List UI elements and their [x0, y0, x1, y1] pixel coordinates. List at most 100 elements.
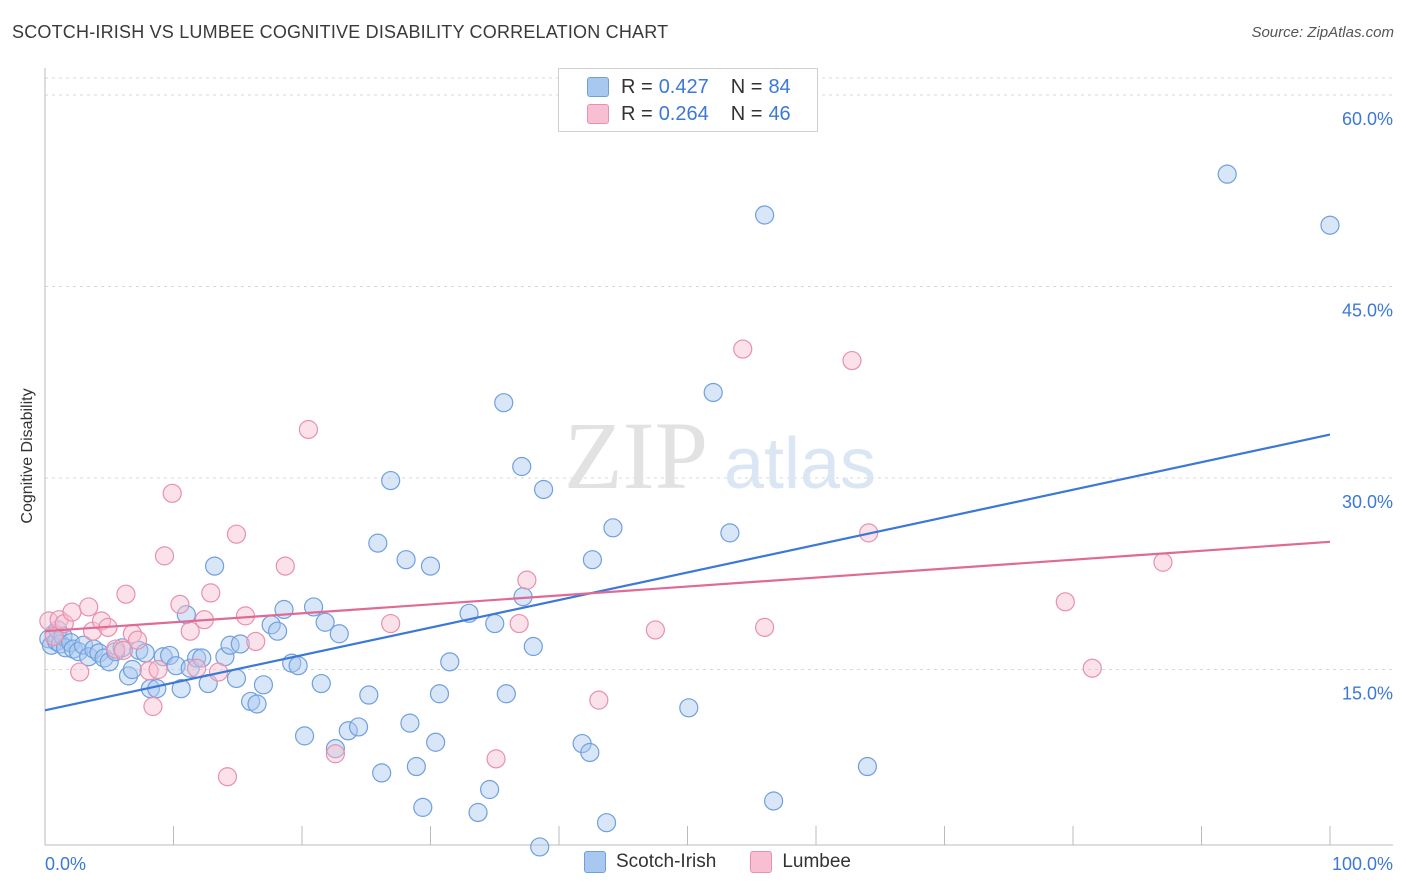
lumbee-point [226, 524, 247, 544]
trend-lines [44, 433, 1331, 712]
scotch-irish-point [226, 668, 247, 689]
stats-legend: R = 0.427 N = 84 R = 0.264 N = 46 [558, 68, 818, 132]
scotch-irish-point [73, 635, 94, 655]
scotch-irish-point [440, 652, 460, 672]
lumbee-point [1082, 658, 1102, 678]
scotch-irish-point [315, 612, 335, 632]
lumbee-point [148, 659, 168, 680]
lumbee-point [733, 339, 753, 359]
scotch-irish-point [400, 713, 420, 733]
scotch-irish-point [857, 756, 878, 777]
lumbee-point [509, 613, 529, 634]
scotch-irish-point [192, 648, 212, 668]
scotch-irish-point [1217, 164, 1237, 184]
y-tick-label: 15.0% [1342, 684, 1393, 704]
scotch-irish-point [325, 739, 346, 759]
series-legend: Scotch-Irish Lumbee [584, 851, 885, 873]
lumbee-point [54, 613, 74, 634]
lumbee-point [106, 639, 126, 659]
scotch-irish-point [63, 639, 83, 659]
scotch-irish-point [703, 382, 723, 403]
y-tick-label: 45.0% [1342, 301, 1393, 321]
lumbee-point [154, 546, 175, 566]
lumbee-point [298, 419, 319, 440]
legend-label-lumbee: Lumbee [782, 851, 851, 872]
watermark-zip: ZIP [564, 402, 708, 509]
grid-lines [45, 77, 1393, 670]
scotch-irish-point [187, 648, 207, 668]
scotch-irish-point [50, 634, 71, 654]
scotch-irish-point [220, 635, 240, 655]
y-tick-label: 60.0% [1342, 109, 1393, 129]
scotch-irish-point [122, 659, 142, 680]
lumbee-point [589, 690, 609, 710]
legend-item-scotch-irish: Scotch-Irish [584, 851, 716, 873]
scotch-irish-point [413, 797, 433, 817]
scotch-irish-point [381, 470, 401, 491]
scotch-irish-point [1320, 215, 1340, 235]
axes [44, 68, 1393, 846]
scotch-irish-point [205, 556, 225, 576]
legend-label-scotch-irish: Scotch-Irish [616, 851, 717, 872]
scotch-irish-point [338, 721, 358, 741]
scotch-irish-point [68, 642, 89, 662]
chart-title: SCOTCH-IRISH VS LUMBEE COGNITIVE DISABIL… [12, 22, 669, 42]
y-axis-label: Cognitive Disability [19, 388, 36, 524]
scotch-irish-point [426, 732, 446, 752]
legend-swatch-lumbee [587, 104, 609, 124]
lumbee-point [70, 662, 90, 682]
x-tick-label: 100.0% [1332, 854, 1393, 874]
scotch-irish-point [523, 636, 543, 657]
legend-r-value: 0.427 [658, 75, 709, 98]
scotch-irish-point [166, 656, 186, 676]
scotch-irish-point [754, 205, 775, 225]
lumbee-point [325, 744, 346, 764]
scotch-irish-point [720, 523, 740, 543]
scotch-irish-point [247, 694, 267, 714]
legend-item-lumbee: Lumbee [750, 851, 851, 873]
lumbee-point [517, 570, 537, 590]
scotch-irish-point [496, 684, 516, 704]
scotch-irish-point [329, 624, 349, 644]
legend-n-label: N = [730, 75, 763, 98]
legend-r-label: R = [621, 102, 653, 125]
lumbee-point [1153, 552, 1173, 572]
legend-swatch-scotch-irish [587, 77, 609, 97]
lumbee-point [217, 767, 238, 787]
lumbee-point [201, 583, 221, 603]
scotch-irish-point [512, 456, 532, 477]
lumbee-trend-line [44, 540, 1331, 633]
scotch-irish-point [368, 533, 388, 553]
lumbee-point [187, 658, 207, 678]
lumbee-point [62, 602, 82, 622]
lumbee-point [113, 640, 133, 660]
scotch-irish-point [372, 763, 392, 783]
scotch-irish-point [396, 550, 416, 570]
data-points [39, 164, 1340, 857]
scotch-irish-point [230, 634, 250, 654]
legend-row-lumbee: R = 0.264 N = 46 [587, 102, 791, 126]
lumbee-point [842, 350, 862, 371]
scotch-irish-point [494, 393, 514, 413]
legend-n-value: 46 [768, 102, 791, 125]
watermark-atlas: atlas [724, 424, 876, 504]
x-tick-label: 0.0% [45, 854, 86, 874]
legend-swatch-scotch-irish [584, 851, 606, 873]
legend-r-value: 0.264 [658, 102, 709, 125]
lumbee-point [645, 620, 665, 640]
scotch-irish-point [288, 656, 308, 676]
scotch-irish-point [763, 791, 784, 811]
scotch-irish-point [311, 673, 331, 694]
legend-row-scotch-irish: R = 0.427 N = 84 [587, 75, 791, 99]
scotch-irish-point [596, 813, 617, 833]
scotch-irish-point [580, 742, 600, 763]
watermark: ZIP atlas [564, 402, 876, 509]
scotch-irish-point [530, 837, 550, 857]
legend-r-label: R = [621, 75, 653, 98]
lumbee-point [754, 617, 775, 637]
source-label: Source: ZipAtlas.com [1251, 24, 1394, 41]
scotch-irish-point [420, 556, 441, 576]
scotch-irish-point [406, 756, 426, 777]
scotch-irish-trend-line [44, 433, 1331, 712]
scotch-irish-point [485, 613, 505, 634]
